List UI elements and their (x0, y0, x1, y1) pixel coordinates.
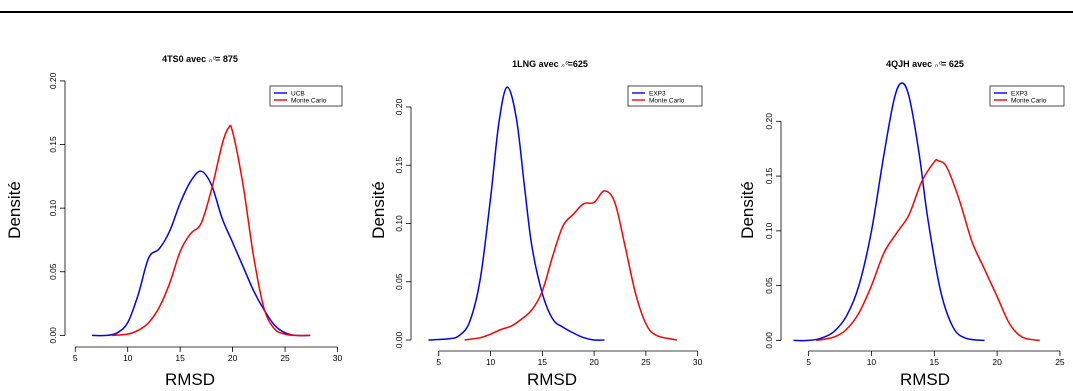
legend-box (989, 85, 1065, 107)
chart-title-prefix: 4QJH avec (886, 59, 935, 69)
y-tick-label: 0.20 (48, 72, 58, 89)
chart-panel-2: 1LNG avec ₙ⁰=625 5 10 15 20 25 30 0.00 0.05 0.10 0… (369, 59, 703, 389)
chart-title-suffix: =625 (568, 59, 588, 69)
legend-label: Monte Carlo (291, 97, 327, 104)
x-tick-label: 10 (867, 357, 877, 367)
y-tick-label: 0.15 (764, 168, 774, 185)
x-tick-label: 25 (641, 357, 651, 367)
chart-title-suffix: = 875 (215, 54, 238, 64)
x-tick-label: 5 (806, 357, 811, 367)
chart-title-prefix: 1LNG avec (512, 59, 561, 69)
series-line-monte-carlo (816, 158, 1040, 342)
y-tick-label: 0.15 (48, 136, 58, 153)
x-tick-label: 30 (693, 357, 703, 367)
chart-title: 4TS0 avec ₙ⁰= 875 (162, 54, 238, 64)
chart-panel-3: 4QJH avec ₙ⁰= 625 5 10 15 20 25 0.00 0.05 0.10 0.… (738, 59, 1065, 389)
chart-title: 4QJH avec ₙ⁰= 625 (886, 59, 964, 69)
series-line-ucb (91, 170, 311, 337)
chart-panel-1: 4TS0 avec ₙ⁰= 875 5 10 15 20 25 30 0.00 0.05 0.10… (5, 54, 343, 389)
x-tick-label: 25 (1055, 357, 1065, 367)
x-tick-label: 20 (228, 353, 238, 363)
chart-title-symbol: ₙ⁰ (935, 60, 943, 69)
y-tick-label: 0.05 (394, 273, 404, 290)
x-axis-label: RMSD (527, 370, 577, 389)
chart-title-symbol: ₙ⁰ (209, 55, 217, 64)
legend-label: Monte Carlo (649, 97, 685, 104)
y-tick-label: 0.05 (48, 263, 58, 280)
legend-label: UCB (291, 90, 305, 97)
x-tick-label: 15 (930, 357, 940, 367)
y-tick-label: 0.15 (394, 157, 404, 174)
legend-label: Monte Carlo (1011, 97, 1047, 104)
x-tick-label: 15 (175, 353, 185, 363)
legend-label: EXP3 (649, 90, 666, 97)
x-axis-label: RMSD (165, 370, 215, 389)
y-tick-label: 0.00 (48, 327, 58, 344)
legend-label: EXP3 (1011, 90, 1028, 97)
y-axis-label: Densité (5, 181, 24, 239)
chart-title: 1LNG avec ₙ⁰=625 (512, 59, 588, 69)
x-tick-label: 10 (486, 357, 496, 367)
chart-title-suffix: = 625 (941, 59, 964, 69)
x-tick-label: 20 (589, 357, 599, 367)
y-tick-label: 0.00 (394, 331, 404, 348)
y-tick-label: 0.10 (48, 200, 58, 217)
x-tick-label: 10 (123, 353, 133, 363)
chart-title-prefix: 4TS0 avec (162, 54, 209, 64)
y-tick-label: 0.20 (764, 113, 774, 130)
y-tick-label: 0.00 (764, 332, 774, 349)
y-tick-label: 0.20 (394, 98, 404, 115)
y-tick-label: 0.10 (764, 222, 774, 239)
x-tick-label: 5 (73, 353, 78, 363)
x-tick-label: 15 (538, 357, 548, 367)
y-axis-label: Densité (738, 181, 757, 239)
x-axis-label: RMSD (900, 370, 950, 389)
y-tick-label: 0.05 (764, 277, 774, 294)
legend-box (627, 85, 703, 107)
x-tick-label: 25 (280, 353, 290, 363)
chart-title-symbol: ₙ⁰ (561, 60, 569, 69)
x-tick-label: 30 (333, 353, 343, 363)
series-line-exp3 (428, 86, 605, 341)
legend-box (269, 85, 343, 107)
series-line-exp3 (793, 82, 985, 342)
x-tick-label: 5 (436, 357, 441, 367)
y-axis-label: Densité (369, 181, 388, 239)
top-separator-line (0, 11, 1073, 13)
series-line-monte-carlo (464, 190, 678, 341)
y-tick-label: 0.10 (394, 215, 404, 232)
x-tick-label: 20 (992, 357, 1002, 367)
series-line-monte-carlo (111, 124, 311, 337)
